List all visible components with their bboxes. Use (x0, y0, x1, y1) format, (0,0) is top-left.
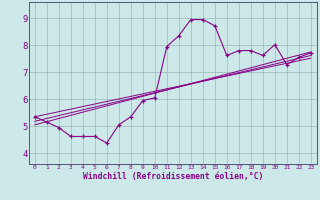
X-axis label: Windchill (Refroidissement éolien,°C): Windchill (Refroidissement éolien,°C) (83, 172, 263, 181)
